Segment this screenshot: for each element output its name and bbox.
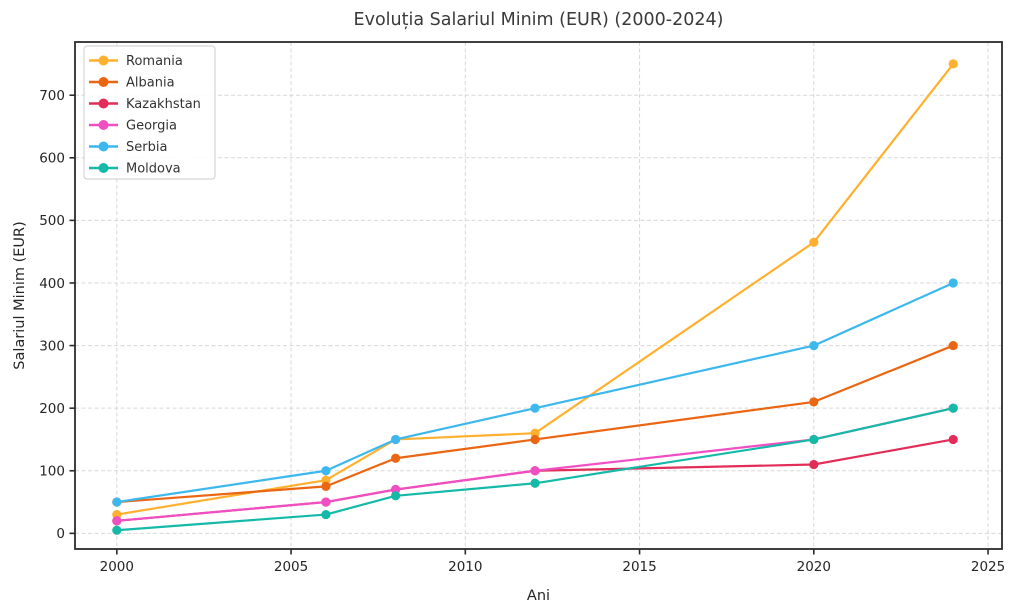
- series-serbia: [112, 278, 958, 507]
- x-tick-label: 2025: [971, 559, 1005, 575]
- legend-label: Serbia: [126, 140, 167, 155]
- data-point-marker: [391, 491, 401, 501]
- data-point-marker: [948, 340, 958, 351]
- x-tick-label: 2005: [274, 559, 308, 575]
- series-line: [115, 407, 955, 532]
- series-moldova: [112, 403, 958, 535]
- y-axis-label: Salariul Minim (EUR): [12, 221, 28, 369]
- legend-label: Moldova: [126, 162, 181, 177]
- legend-entry-kazakhstan: Kazakhstan: [89, 97, 201, 112]
- data-point-marker: [948, 434, 958, 445]
- data-point-marker: [530, 434, 540, 445]
- data-point-marker: [321, 466, 331, 476]
- x-tick-label: 2015: [622, 559, 656, 575]
- x-tick-label: 2010: [448, 559, 482, 575]
- series-georgia: [112, 403, 958, 526]
- data-point-marker: [530, 403, 540, 413]
- axis-ticks: 2000 2005 2010 2015 2020 2025 0 100 200 300 400 500…: [39, 88, 1005, 575]
- data-point-marker: [530, 466, 540, 476]
- legend-entry-albania: Albania: [89, 76, 175, 91]
- legend-label: Romania: [126, 54, 183, 69]
- y-tick-label: 500: [39, 213, 65, 229]
- legend-sample-marker: [98, 163, 109, 173]
- data-point-marker: [391, 453, 401, 463]
- series-line: [115, 281, 955, 504]
- y-tick-label: 600: [39, 151, 65, 167]
- data-point-marker: [948, 59, 958, 69]
- data-point-marker: [809, 459, 819, 470]
- data-point-marker: [112, 525, 122, 535]
- chart-title: Evoluția Salariul Minim (EUR) (2000-2024…: [353, 10, 724, 30]
- series-line: [115, 344, 955, 504]
- y-tick-label: 200: [39, 401, 65, 417]
- legend-entry-serbia: Serbia: [89, 140, 167, 155]
- axes-spines: [74, 41, 1003, 550]
- legend-sample-marker: [98, 98, 109, 109]
- legend-label: Georgia: [126, 119, 177, 134]
- legend-sample-marker: [98, 120, 109, 130]
- x-tick-label: 2020: [797, 559, 831, 575]
- y-tick-label: 700: [39, 88, 65, 104]
- data-point-marker: [321, 481, 331, 492]
- legend-entry-romania: Romania: [89, 54, 183, 69]
- series-line: [115, 62, 955, 516]
- legend-sample-marker: [98, 141, 109, 152]
- legend: Romania Albania Kazakhstan Georgia Serbia Mol…: [83, 45, 216, 180]
- data-point-marker: [809, 397, 819, 407]
- legend-entry-moldova: Moldova: [89, 162, 181, 177]
- y-tick-label: 400: [39, 276, 65, 292]
- legend-sample-marker: [98, 55, 109, 66]
- x-axis-label: Ani: [527, 588, 550, 604]
- data-point-marker: [809, 237, 819, 247]
- data-point-marker: [948, 278, 958, 288]
- y-tick-label: 100: [39, 464, 65, 480]
- x-tick-label: 2000: [100, 559, 134, 575]
- y-tick-label: 300: [39, 338, 65, 354]
- legend-label: Kazakhstan: [126, 97, 201, 112]
- data-point-marker: [809, 434, 819, 445]
- data-point-marker: [321, 509, 331, 520]
- data-point-marker: [391, 434, 401, 445]
- data-point-marker: [809, 340, 819, 351]
- series-romania: [112, 59, 958, 520]
- series-line: [115, 407, 955, 522]
- data-point-marker: [112, 497, 122, 507]
- legend-label: Albania: [126, 76, 175, 91]
- data-point-marker: [112, 516, 122, 526]
- data-point-marker: [948, 403, 958, 413]
- data-point-marker: [530, 478, 540, 488]
- legend-sample-marker: [98, 77, 109, 87]
- legend-entry-georgia: Georgia: [89, 119, 177, 134]
- data-point-marker: [321, 497, 331, 507]
- y-tick-label: 0: [56, 526, 65, 542]
